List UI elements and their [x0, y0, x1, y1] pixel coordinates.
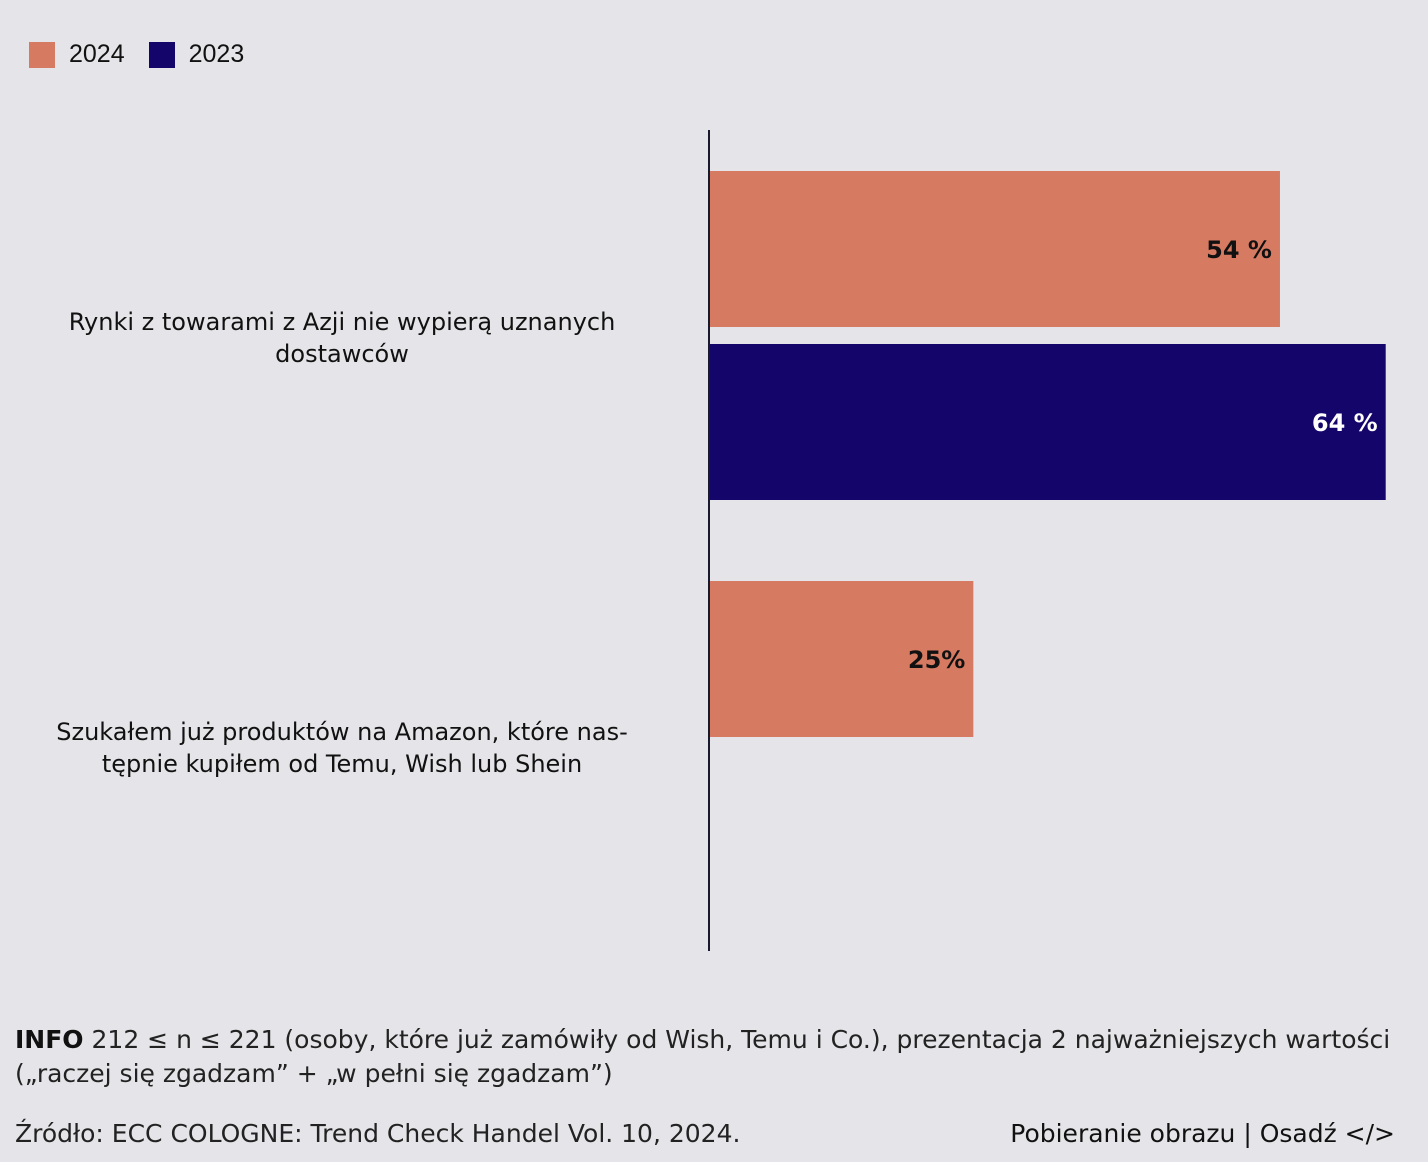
legend-label-2024: 2024: [69, 40, 125, 68]
download-image-link[interactable]: Pobieranie obrazu: [1010, 1119, 1236, 1148]
legend-item-2024: 2024: [29, 40, 125, 69]
category-label-1-line-1: Rynki z towarami z Azji nie wypierą uzna…: [68, 308, 616, 336]
info-prefix: INFO: [15, 1025, 84, 1054]
category-label-2: Szukałem już produktów na Amazon, które …: [2, 716, 682, 780]
data-label-2023-cat-1: 64 %: [1312, 409, 1378, 437]
category-label-1-line-2: dostawców: [275, 340, 409, 368]
category-label-1: Rynki z towarami z Azji nie wypierą uzna…: [2, 306, 682, 370]
legend-swatch-2023: [148, 41, 175, 68]
footer-links: Pobieranie obrazu | Osadź </>: [1010, 1119, 1395, 1148]
legend-item-2023: 2023: [148, 40, 245, 69]
info-text: 212 ≤ n ≤ 221 (osoby, które już zamówiły…: [15, 1025, 1391, 1088]
chart-legend: 2024 2023: [29, 40, 268, 69]
source-note: Źródło: ECC COLOGNE: Trend Check Handel …: [15, 1119, 741, 1148]
data-label-2024-cat-1: 54 %: [1206, 236, 1272, 264]
bar-2023-cat-1: [709, 344, 1386, 500]
bar-2024-cat-1: [709, 171, 1280, 327]
category-label-2-line-1: Szukałem już produktów na Amazon, które …: [56, 718, 628, 746]
category-label-2-line-2: tępnie kupiłem od Temu, Wish lub Shein: [101, 750, 583, 778]
info-note: INFO 212 ≤ n ≤ 221 (osoby, które już zam…: [15, 1023, 1410, 1091]
legend-label-2023: 2023: [188, 40, 245, 68]
bar-chart: 54 % 64 % 25%: [708, 130, 1386, 951]
bar-2024-cat-2: [709, 581, 974, 737]
data-label-2024-cat-2: 25%: [908, 646, 965, 674]
legend-swatch-2024: [29, 41, 55, 68]
links-separator: |: [1235, 1119, 1260, 1148]
embed-link[interactable]: Osadź </>: [1259, 1119, 1395, 1148]
